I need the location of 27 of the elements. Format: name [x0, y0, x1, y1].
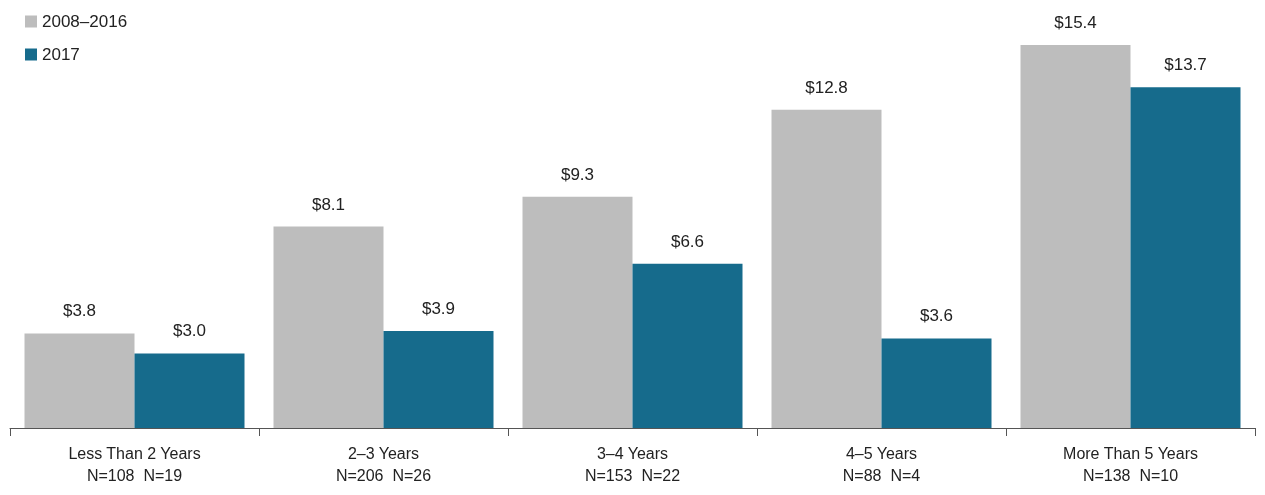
bar — [1020, 45, 1131, 428]
x-tick-label: 4–5 Years N=88 N=4 — [842, 444, 921, 484]
data-label: $3.0 — [172, 321, 207, 341]
bar — [522, 196, 633, 428]
bar — [273, 226, 384, 428]
data-label: $12.8 — [805, 77, 848, 97]
bar — [134, 353, 245, 428]
bar — [881, 338, 992, 428]
legend-label: 2008–2016 — [42, 12, 128, 31]
bar — [632, 263, 743, 428]
data-label: $9.3 — [560, 164, 595, 184]
x-tick-label: More Than 5 Years N=138 N=10 — [1063, 444, 1198, 484]
bar — [1130, 87, 1241, 428]
bar — [383, 331, 494, 428]
data-label: $3.8 — [62, 301, 97, 321]
data-label: $6.6 — [670, 231, 705, 251]
data-label: $3.9 — [421, 299, 456, 319]
x-tick-label: 3–4 Years N=153 N=22 — [584, 444, 681, 484]
data-label: $15.4 — [1054, 13, 1097, 32]
data-label: $8.1 — [311, 194, 346, 214]
data-label: $13.7 — [1164, 55, 1207, 75]
data-label: $3.6 — [919, 306, 954, 326]
legend-label: 2017 — [42, 45, 80, 64]
x-tick-label: 2–3 Years N=206 N=26 — [335, 444, 432, 484]
x-tick-label: Less Than 2 Years N=108 N=19 — [68, 444, 201, 484]
bar — [771, 109, 882, 428]
bar — [24, 333, 135, 428]
